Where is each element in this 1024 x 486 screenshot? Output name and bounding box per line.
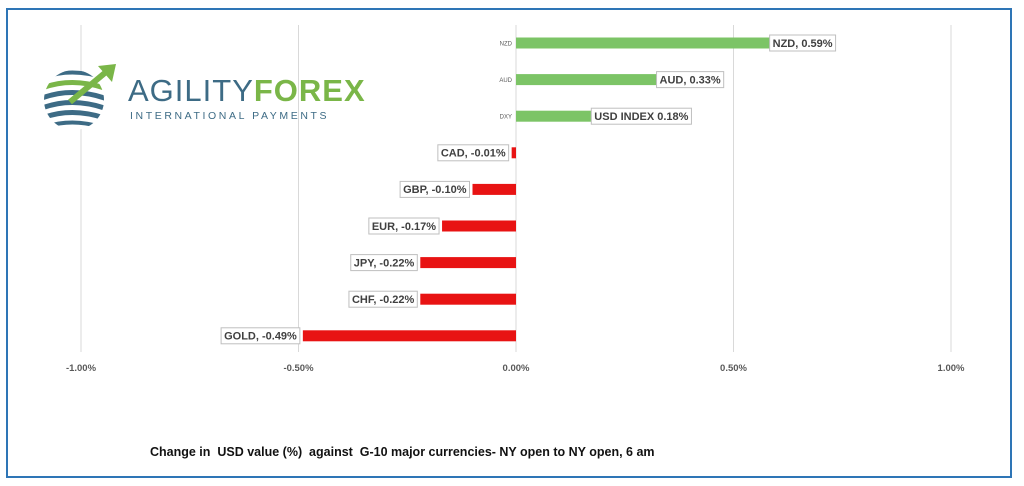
data-label-box: [399, 180, 470, 198]
data-label-box: [220, 327, 301, 345]
bar-cad: [511, 147, 516, 159]
category-label: NZD: [500, 42, 513, 48]
data-label-box: [437, 144, 510, 162]
x-tick-label: -0.50%: [283, 363, 314, 374]
category-label: DXY: [500, 115, 512, 121]
data-label-box: [656, 71, 725, 89]
data-label: GBP, -0.10%: [403, 184, 467, 196]
chart-frame: [6, 8, 1012, 478]
bar-chf: [420, 293, 516, 305]
data-label: NZD, 0.59%: [773, 38, 833, 50]
data-label-box: [368, 217, 440, 235]
logo-wordmark: AGILITYFOREX: [128, 73, 366, 108]
bar-eur: [442, 220, 516, 232]
data-label: GOLD, -0.49%: [224, 331, 297, 343]
bar-dxy: [516, 110, 595, 122]
bar-gbp: [472, 183, 516, 195]
x-tick-label: 1.00%: [938, 363, 965, 374]
data-label-box: [350, 254, 418, 272]
chart-caption: Change in USD value (%) against G-10 maj…: [150, 445, 655, 459]
data-label: USD INDEX 0.18%: [594, 111, 688, 123]
bar-jpy: [420, 257, 516, 269]
data-label: CHF, -0.22%: [352, 294, 415, 306]
data-label-box: [769, 34, 837, 52]
data-label-box: [590, 107, 692, 125]
data-label: EUR, -0.17%: [372, 221, 436, 233]
data-label-box: [348, 290, 418, 308]
data-label: JPY, -0.22%: [354, 257, 415, 269]
x-tick-label: 0.00%: [503, 363, 530, 374]
bar-aud: [516, 74, 660, 86]
logo-tagline: INTERNATIONAL PAYMENTS: [130, 110, 330, 122]
data-label: AUD, 0.33%: [660, 74, 721, 86]
globe-icon: [44, 64, 116, 130]
bar-nzd: [516, 37, 773, 49]
data-label: CAD, -0.01%: [441, 148, 506, 160]
bar-gold: [302, 330, 516, 342]
x-tick-label: 0.50%: [720, 363, 747, 374]
x-tick-label: -1.00%: [66, 363, 97, 374]
category-label: AUD: [499, 78, 512, 84]
agility-forex-logo: AGILITYFOREX INTERNATIONAL PAYMENTS: [40, 58, 365, 138]
